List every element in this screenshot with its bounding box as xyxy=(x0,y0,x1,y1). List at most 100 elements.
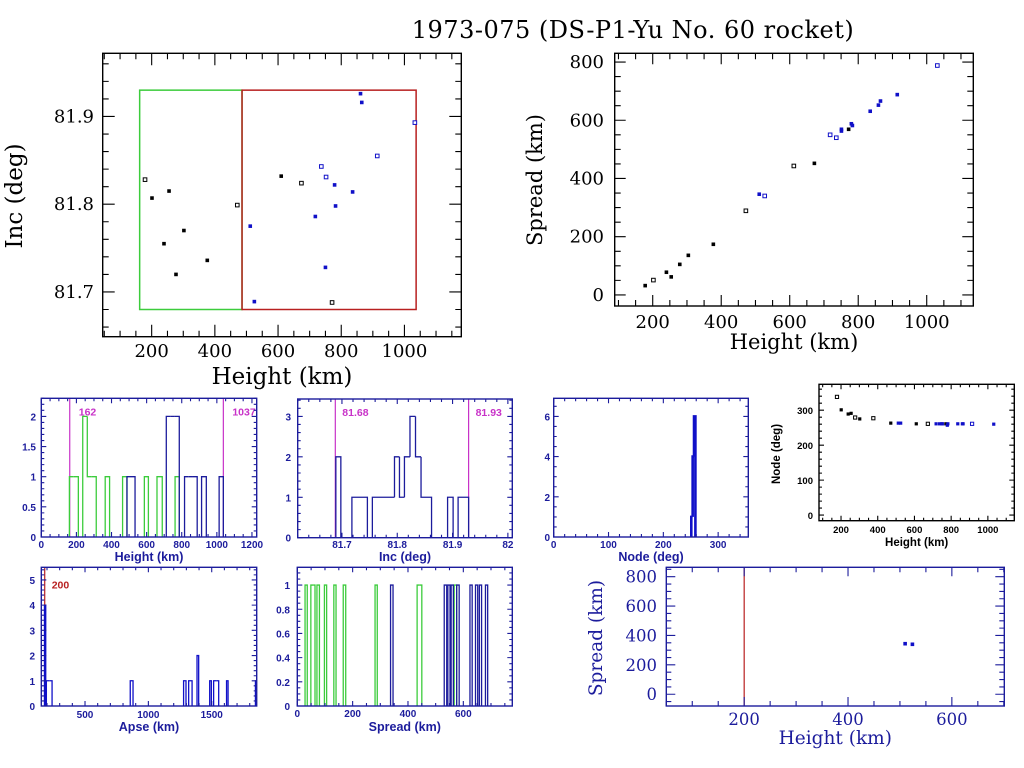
blue-histogram-bin xyxy=(182,680,187,706)
black-data-point xyxy=(669,275,674,279)
plot-frame xyxy=(101,52,463,338)
blue-histogram-bin xyxy=(689,515,693,537)
plot-frame xyxy=(40,566,258,707)
green-histogram-bin xyxy=(73,476,79,537)
y-axis: 0 0.5 1 1.5 2 xyxy=(22,397,257,544)
y-tick-label: 200 xyxy=(626,656,658,675)
y-tick-label: 600 xyxy=(626,597,658,616)
blue-data-point xyxy=(358,91,363,96)
apse-histogram: 200 500 1000 1500 0 1 2 3 4 5 Apse (km) xyxy=(29,566,258,734)
black-data-point xyxy=(677,262,682,267)
green-histogram-bin xyxy=(416,584,420,706)
black-data-point xyxy=(849,411,853,415)
black-data-point xyxy=(182,228,186,233)
black-data-point xyxy=(279,174,284,178)
x-tick-label: 1000 xyxy=(206,540,229,551)
x-tick-label: 400 xyxy=(704,312,738,333)
black-data-point xyxy=(234,202,240,208)
x-tick-label: 200 xyxy=(68,540,85,551)
x-tick-label: 400 xyxy=(400,709,417,720)
green-histogram-bin xyxy=(91,476,97,537)
x-tick-label: 400 xyxy=(870,525,886,536)
x-tick-label: 800 xyxy=(943,525,959,536)
y-axis: 0 100 200 300 xyxy=(797,388,1015,522)
x-tick-label: 600 xyxy=(907,525,923,536)
x-tick-label: 200 xyxy=(655,540,672,551)
blue-histogram-bin xyxy=(474,584,479,706)
blue-histogram-bin xyxy=(484,584,489,706)
green-histogram-bin xyxy=(82,415,88,537)
x-tick-label: 1200 xyxy=(241,540,264,551)
y-tick-label: 100 xyxy=(797,476,813,487)
y-axis: 0 0.2 0.4 0.6 0.8 1 xyxy=(276,572,513,713)
blue-histogram-bin xyxy=(393,456,400,498)
green-histogram-bin xyxy=(68,476,74,537)
green-histogram-bin xyxy=(342,584,347,706)
blue-data-point xyxy=(757,192,762,197)
blue-data-point xyxy=(248,224,253,228)
x-axis-label: Height (km) xyxy=(885,537,948,549)
plot-marks xyxy=(68,398,224,537)
black-data-point xyxy=(664,270,669,275)
x-tick-label: 200 xyxy=(833,525,849,536)
plot-marks xyxy=(834,394,996,427)
blue-histogram-bin xyxy=(131,476,136,537)
x-tick-label: 600 xyxy=(138,540,155,551)
green-histogram-bin xyxy=(143,476,150,537)
x-tick-label: 81.9 xyxy=(443,540,463,551)
x-axis-label: Height (km) xyxy=(730,330,859,354)
blue-histogram-bin xyxy=(469,584,473,706)
y-axis: 81.7 81.8 81.9 xyxy=(54,63,462,328)
y-axis-label: Inc (deg) xyxy=(2,143,28,248)
x-tick-label: 81.8 xyxy=(388,540,408,551)
black-data-point xyxy=(162,241,166,246)
blue-data-point xyxy=(992,422,996,426)
y-tick-label: 0.2 xyxy=(276,678,290,689)
blue-data-point xyxy=(934,422,938,426)
x-tick-label: 1000 xyxy=(382,341,428,362)
blue-histogram-bin xyxy=(371,496,395,538)
blue-histogram-bin xyxy=(225,680,229,706)
y-tick-label: 0 xyxy=(30,533,36,544)
x-tick-label: 400 xyxy=(832,710,864,729)
x-tick-label: 200 xyxy=(728,710,760,729)
blue-histogram-bin xyxy=(218,476,224,537)
black-data-point xyxy=(914,422,918,426)
x-tick-label: 1000 xyxy=(904,312,950,333)
y-tick-label: 0 xyxy=(647,685,658,704)
black-data-point xyxy=(711,242,716,247)
plot-marks xyxy=(334,399,470,538)
y-axis: 0 200 400 600 800 xyxy=(626,568,1005,704)
black-data-point xyxy=(791,163,797,169)
y-tick-label: 400 xyxy=(570,168,604,189)
y-axis-label: Node (deg) xyxy=(771,424,783,484)
blue-histogram-bin xyxy=(414,416,422,458)
x-tick-label: 0 xyxy=(295,709,301,720)
blue-data-point xyxy=(946,422,950,426)
spread-vs-height-blue-scatter: 200 400 600 0 200 400 600 800 Height (km) Spread … xyxy=(586,566,1005,749)
blue-histogram-bin xyxy=(443,584,448,706)
blue-histogram-bin xyxy=(335,456,342,538)
blue-data-point xyxy=(961,422,965,426)
y-tick-label: 6 xyxy=(544,412,550,423)
blue-histogram-bin xyxy=(49,680,53,706)
x-axis: 0 100 200 300 xyxy=(551,398,741,551)
x-tick-label: 800 xyxy=(324,341,358,362)
y-tick-label: 400 xyxy=(626,626,658,645)
x-axis: 200 400 600 800 1000 xyxy=(103,53,453,362)
y-tick-label: 0 xyxy=(593,285,604,306)
black-data-point xyxy=(686,253,691,258)
y-tick-label: 0 xyxy=(29,702,35,713)
y-tick-label: 0 xyxy=(808,511,813,522)
x-tick-label: 600 xyxy=(455,709,472,720)
plot-marks xyxy=(643,63,940,288)
y-tick-label: 2 xyxy=(285,453,291,464)
black-data-point xyxy=(853,415,858,420)
y-tick-label: 4 xyxy=(544,453,550,464)
plot-marks xyxy=(304,584,489,706)
y-tick-label: 800 xyxy=(570,52,604,73)
blue-data-point xyxy=(332,183,337,187)
blue-histogram-bin xyxy=(409,415,416,457)
blue-histogram-bin xyxy=(351,496,369,538)
